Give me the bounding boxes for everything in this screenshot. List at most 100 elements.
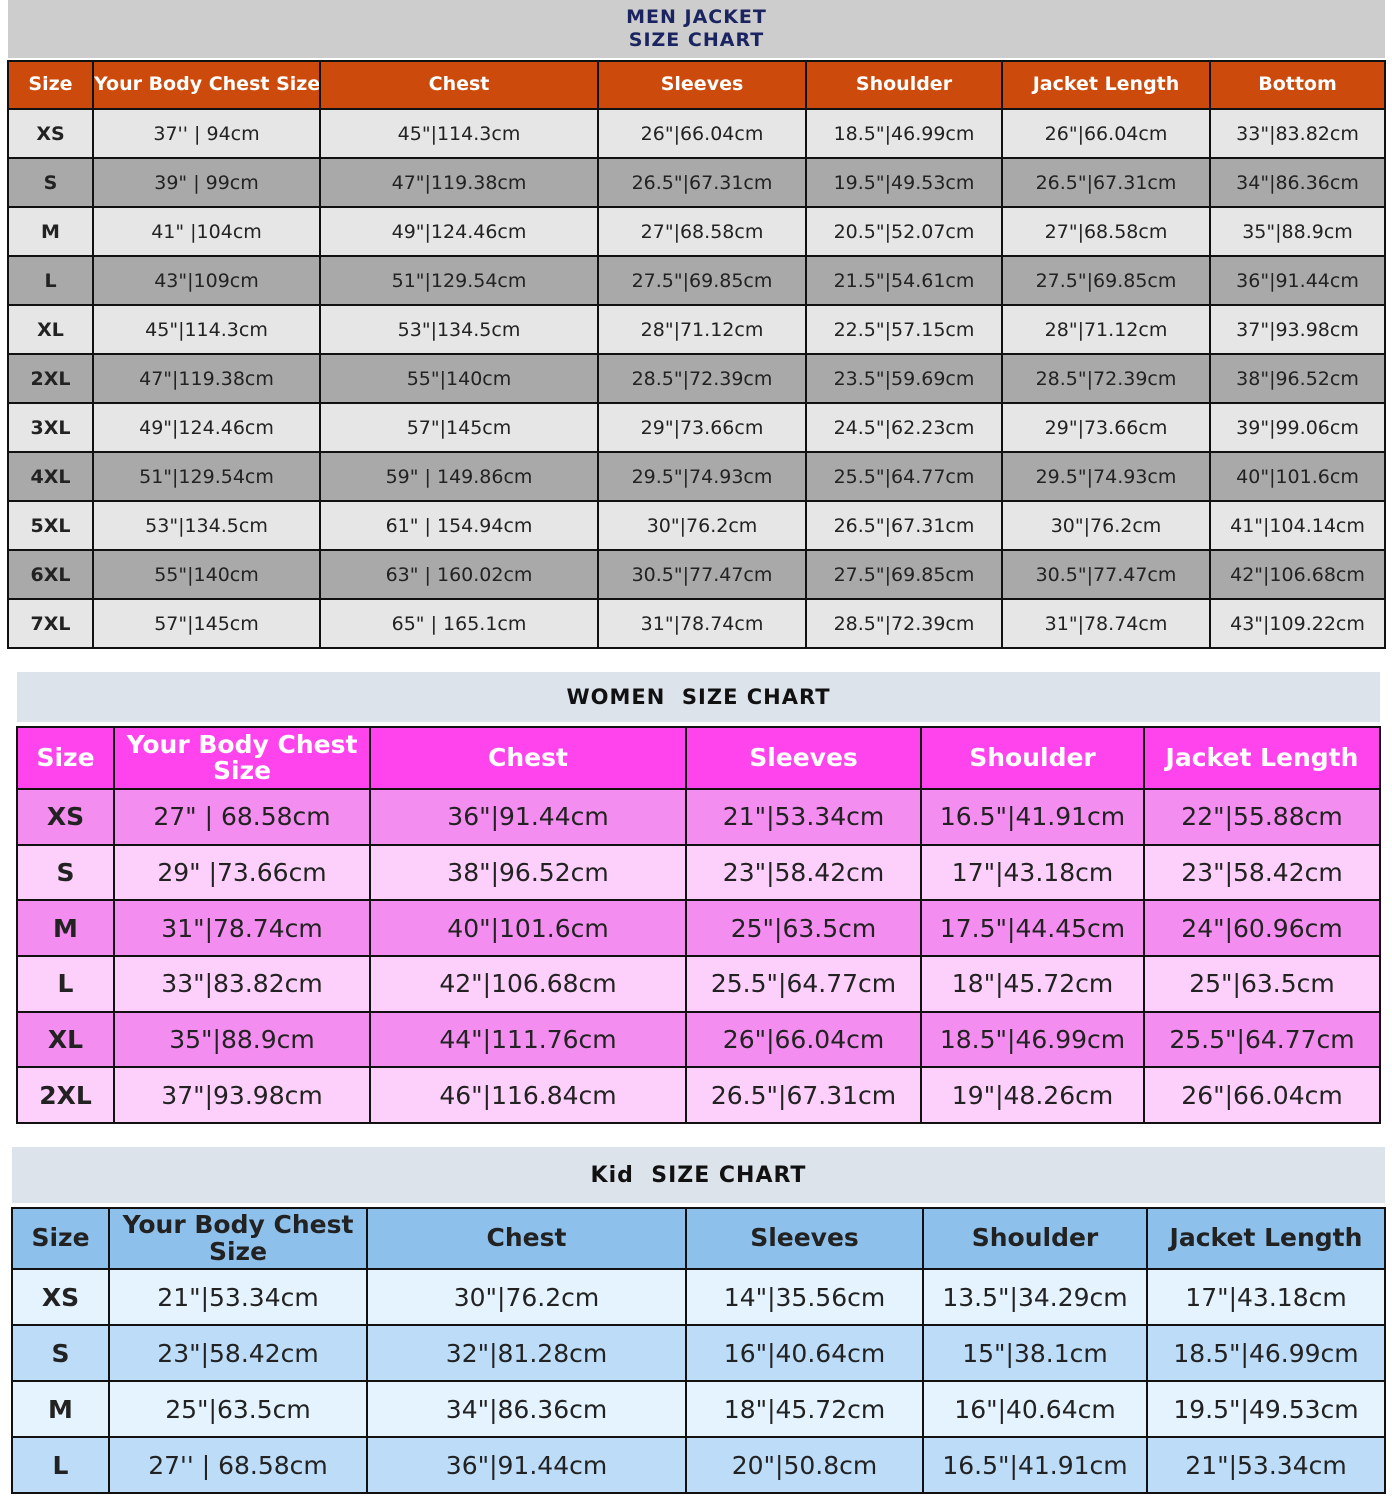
measurement-cell: 31"|78.74cm (1001, 598, 1211, 649)
column-header: Chest (366, 1207, 687, 1270)
measurement-cell: 28.5"|72.39cm (1001, 353, 1211, 404)
size-cell: L (11, 1436, 110, 1494)
measurement-cell: 16.5"|41.91cm (920, 788, 1145, 846)
measurement-cell: 61" | 154.94cm (319, 500, 599, 551)
measurement-cell: 26.5"|67.31cm (1001, 157, 1211, 208)
column-header: Size (16, 726, 115, 790)
measurement-cell: 29.5"|74.93cm (597, 451, 807, 502)
measurement-cell: 40"|101.6cm (369, 899, 687, 958)
measurement-cell: 36"|91.44cm (366, 1436, 687, 1494)
measurement-cell: 18"|45.72cm (685, 1380, 924, 1438)
measurement-cell: 27.5"|69.85cm (597, 255, 807, 306)
women-title-a: WOMEN (566, 685, 666, 709)
measurement-cell: 30.5"|77.47cm (1001, 549, 1211, 600)
column-header: Jacket Length (1143, 726, 1381, 790)
size-cell: S (16, 843, 115, 902)
measurement-cell: 42"|106.68cm (369, 955, 687, 1013)
measurement-cell: 37"|93.98cm (1209, 304, 1386, 355)
measurement-cell: 19"|48.26cm (920, 1066, 1145, 1125)
measurement-cell: 36"|91.44cm (1209, 255, 1386, 306)
size-cell: L (16, 955, 115, 1013)
kid-title-band: Kid SIZE CHART (12, 1147, 1385, 1203)
women-title-b: SIZE CHART (681, 685, 831, 709)
measurement-cell: 35"|88.9cm (1209, 206, 1386, 257)
column-header: Shoulder (922, 1207, 1148, 1270)
men-size-table: Size Your Body Chest Size Chest Sleeves Shou… (7, 60, 1386, 649)
measurement-cell: 47"|119.38cm (319, 157, 599, 208)
measurement-cell: 21"|53.34cm (1146, 1436, 1386, 1494)
size-cell: M (11, 1380, 110, 1438)
size-cell: S (11, 1324, 110, 1382)
table-row: XS 21"|53.34cm 30"|76.2cm 14"|35.56cm 13.5"|… (11, 1268, 1386, 1326)
measurement-cell: 17"|43.18cm (1146, 1268, 1386, 1326)
measurement-cell: 41" |104cm (92, 206, 321, 257)
measurement-cell: 29" |73.66cm (113, 843, 371, 902)
measurement-cell: 30"|76.2cm (597, 500, 807, 551)
measurement-cell: 23"|58.42cm (685, 843, 922, 902)
column-header: Jacket Length (1146, 1207, 1386, 1270)
measurement-cell: 17"|43.18cm (920, 843, 1145, 902)
measurement-cell: 49"|124.46cm (92, 402, 321, 453)
size-cell: XS (7, 108, 94, 159)
table-row: M 41" |104cm 49"|124.46cm 27"|68.58cm 20.5"|… (7, 206, 1386, 257)
size-cell: M (7, 206, 94, 257)
men-header-row: Size Your Body Chest Size Chest Sleeves Shou… (7, 60, 1386, 110)
measurement-cell: 49"|124.46cm (319, 206, 599, 257)
measurement-cell: 25.5"|64.77cm (805, 451, 1003, 502)
measurement-cell: 57"|145cm (319, 402, 599, 453)
measurement-cell: 27"|68.58cm (597, 206, 807, 257)
measurement-cell: 28"|71.12cm (597, 304, 807, 355)
measurement-cell: 14"|35.56cm (685, 1268, 924, 1326)
kid-title-b: SIZE CHART (651, 1162, 807, 1188)
measurement-cell: 51"|129.54cm (92, 451, 321, 502)
measurement-cell: 29"|73.66cm (597, 402, 807, 453)
measurement-cell: 39" | 99cm (92, 157, 321, 208)
measurement-cell: 26.5"|67.31cm (805, 500, 1003, 551)
measurement-cell: 15"|38.1cm (922, 1324, 1148, 1382)
table-row: S 29" |73.66cm 38"|96.52cm 23"|58.42cm 17"|4… (16, 843, 1381, 902)
size-cell: 5XL (7, 500, 94, 551)
measurement-cell: 16.5"|41.91cm (922, 1436, 1148, 1494)
size-cell: 2XL (16, 1066, 115, 1125)
size-cell: S (7, 157, 94, 208)
women-title-band: WOMEN SIZE CHART (17, 672, 1380, 722)
measurement-cell: 31"|78.74cm (113, 899, 371, 958)
table-row: 7XL 57"|145cm 65" | 165.1cm 31"|78.74cm 28.5… (7, 598, 1386, 649)
measurement-cell: 28.5"|72.39cm (805, 598, 1003, 649)
measurement-cell: 22.5"|57.15cm (805, 304, 1003, 355)
measurement-cell: 16"|40.64cm (922, 1380, 1148, 1438)
column-header: Shoulder (805, 60, 1003, 110)
measurement-cell: 26"|66.04cm (685, 1010, 922, 1069)
measurement-cell: 25"|63.5cm (685, 899, 922, 958)
measurement-cell: 53"|134.5cm (319, 304, 599, 355)
measurement-cell: 13.5"|34.29cm (922, 1268, 1148, 1326)
measurement-cell: 27.5"|69.85cm (1001, 255, 1211, 306)
table-row: S 39" | 99cm 47"|119.38cm 26.5"|67.31cm 19.5… (7, 157, 1386, 208)
table-row: M 25"|63.5cm 34"|86.36cm 18"|45.72cm 16"|40.… (11, 1380, 1386, 1438)
measurement-cell: 27.5"|69.85cm (805, 549, 1003, 600)
measurement-cell: 30"|76.2cm (1001, 500, 1211, 551)
table-row: L 27'' | 68.58cm 36"|91.44cm 20"|50.8cm 16.5… (11, 1436, 1386, 1494)
measurement-cell: 38"|96.52cm (369, 843, 687, 902)
column-header: Your Body Chest Size (92, 60, 321, 110)
kid-header-row: Size Your Body Chest Size Chest Sleeves Shou… (11, 1207, 1386, 1270)
column-header: Chest (369, 726, 687, 790)
size-cell: L (7, 255, 94, 306)
measurement-cell: 37"|93.98cm (113, 1066, 371, 1125)
size-cell: XL (7, 304, 94, 355)
measurement-cell: 63" | 160.02cm (319, 549, 599, 600)
measurement-cell: 29"|73.66cm (1001, 402, 1211, 453)
size-cell: XS (11, 1268, 110, 1326)
measurement-cell: 55"|140cm (92, 549, 321, 600)
measurement-cell: 24"|60.96cm (1143, 899, 1381, 958)
table-row: XS 27" | 68.58cm 36"|91.44cm 21"|53.34cm 16.… (16, 788, 1381, 846)
table-row: 3XL 49"|124.46cm 57"|145cm 29"|73.66cm 24.5"… (7, 402, 1386, 453)
men-title-band: MEN JACKET SIZE CHART (8, 0, 1385, 58)
measurement-cell: 18.5"|46.99cm (805, 108, 1003, 159)
size-cell: XS (16, 788, 115, 846)
kid-title-a: Kid (590, 1162, 634, 1188)
measurement-cell: 17.5"|44.45cm (920, 899, 1145, 958)
column-header: Shoulder (920, 726, 1145, 790)
measurement-cell: 24.5"|62.23cm (805, 402, 1003, 453)
table-row: 4XL 51"|129.54cm 59" | 149.86cm 29.5"|74.93… (7, 451, 1386, 502)
